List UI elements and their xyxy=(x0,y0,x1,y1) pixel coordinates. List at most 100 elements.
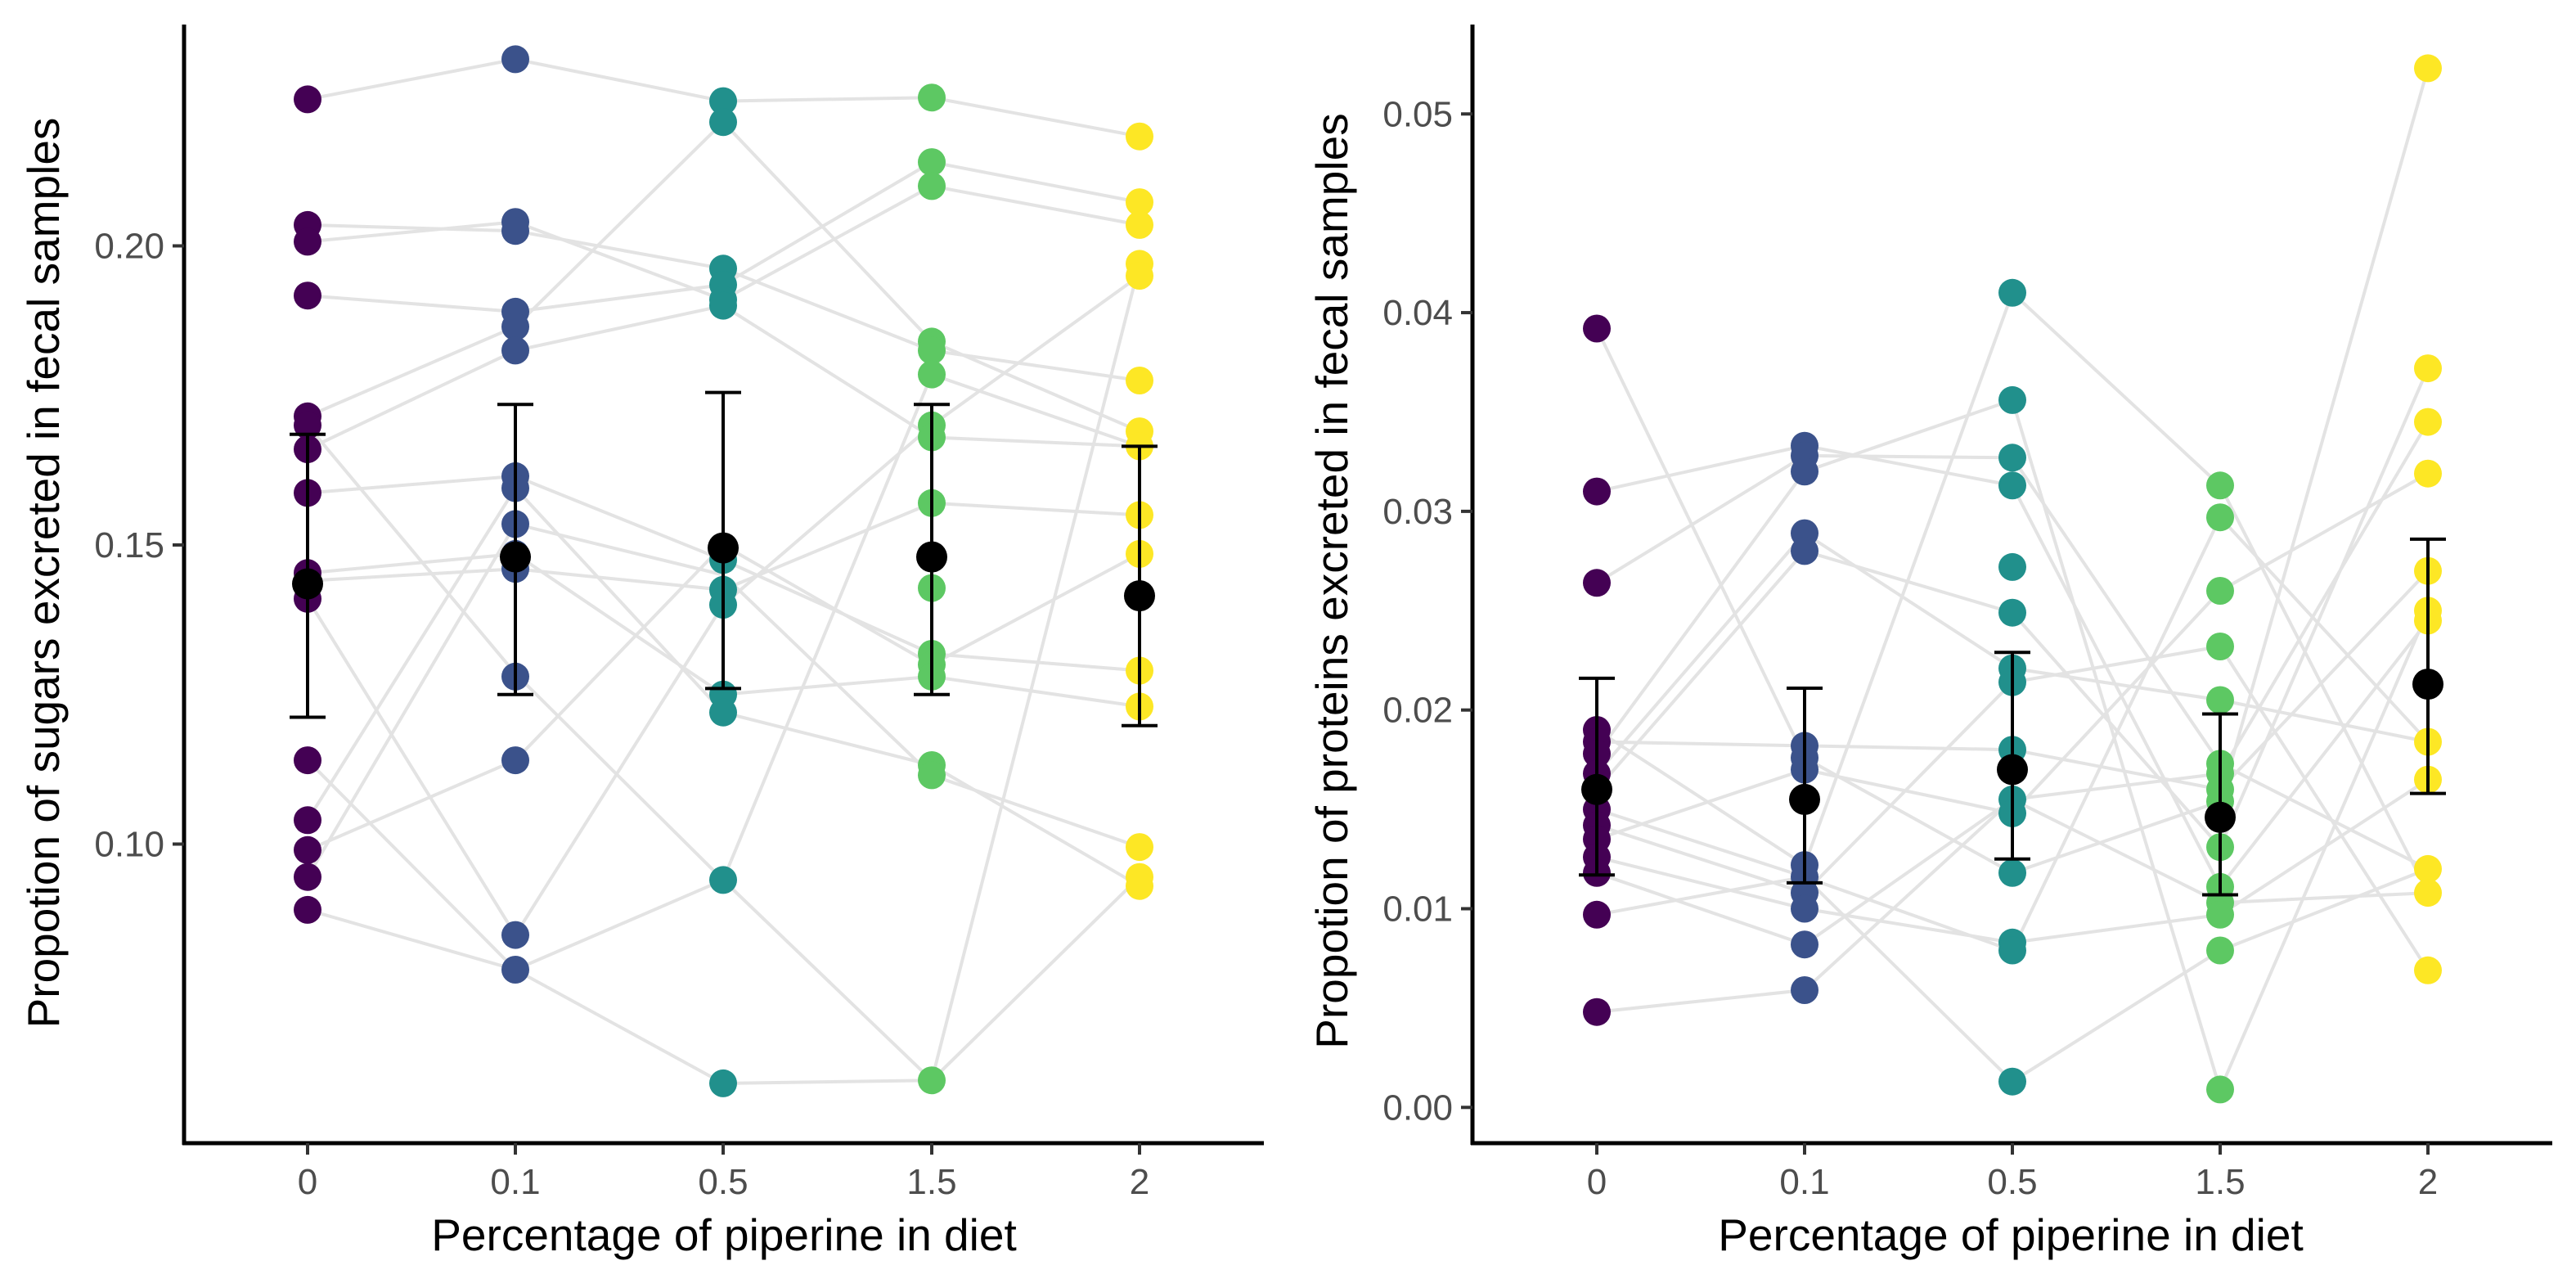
x-tick-label: 0.1 xyxy=(490,1162,540,1202)
mean-point xyxy=(916,541,947,573)
data-point xyxy=(1583,900,1611,929)
x-tick-label: 0.5 xyxy=(1987,1162,2037,1202)
data-point xyxy=(2414,459,2442,488)
x-tick-label: 2 xyxy=(1130,1162,1149,1202)
y-tick-label: 0.20 xyxy=(94,226,164,266)
data-point xyxy=(501,956,529,984)
mean-point xyxy=(1997,754,2028,786)
data-point xyxy=(1583,477,1611,506)
data-point xyxy=(2206,686,2234,714)
data-point xyxy=(1998,1067,2026,1096)
y-tick-label: 0.04 xyxy=(1382,293,1453,333)
mean-point xyxy=(1581,773,1612,805)
x-tick-label: 0.1 xyxy=(1779,1162,1829,1202)
data-point xyxy=(1791,537,1818,565)
data-point xyxy=(1791,457,1818,486)
x-tick-label: 2 xyxy=(2418,1162,2438,1202)
data-point xyxy=(1126,833,1153,862)
data-point xyxy=(294,281,321,310)
data-point xyxy=(294,227,321,256)
data-point xyxy=(2206,900,2234,929)
data-point xyxy=(294,746,321,775)
axes: 0.10 0.15 0.20 0 0.1 0.5 1.5 2 xyxy=(94,25,1264,1202)
y-tick-label: 0.15 xyxy=(94,525,164,565)
data-point xyxy=(1126,122,1153,151)
y-tick-label: 0.02 xyxy=(1382,691,1453,731)
data-point xyxy=(918,761,946,790)
mean-point xyxy=(500,541,531,573)
x-tick-label: 0.5 xyxy=(698,1162,748,1202)
mean-point xyxy=(2205,801,2236,833)
data-point xyxy=(918,336,946,365)
data-point xyxy=(1998,471,2026,500)
data-point xyxy=(709,866,737,894)
data-point xyxy=(2414,879,2442,907)
data-point xyxy=(294,85,321,114)
y-tick-label: 0.00 xyxy=(1382,1088,1453,1128)
data-point xyxy=(501,921,529,949)
data-point xyxy=(709,291,737,320)
data-point xyxy=(294,835,321,864)
x-tick-label: 1.5 xyxy=(906,1162,956,1202)
y-axis-title: Propotion of sugars excreted in fecal sa… xyxy=(18,118,69,1029)
x-tick-label: 0 xyxy=(298,1162,317,1202)
data-point xyxy=(1583,569,1611,597)
data-point xyxy=(918,360,946,389)
data-point xyxy=(1998,444,2026,472)
data-point xyxy=(1998,278,2026,307)
data-point xyxy=(294,862,321,891)
data-point xyxy=(1126,188,1153,217)
data-point xyxy=(1126,367,1153,394)
mean-point xyxy=(708,532,739,564)
data-point xyxy=(2414,354,2442,383)
y-tick-label: 0.10 xyxy=(94,824,164,864)
mean-point xyxy=(1124,580,1155,612)
x-axis-title: Percentage of piperine in diet xyxy=(1718,1209,2303,1260)
data-point xyxy=(501,217,529,245)
data-point xyxy=(1998,552,2026,581)
y-tick-label: 0.03 xyxy=(1382,492,1453,532)
data-point xyxy=(2206,936,2234,965)
data-point xyxy=(2414,408,2442,436)
data-point xyxy=(918,172,946,200)
mean-and-error-bars xyxy=(1579,537,2446,897)
data-point xyxy=(709,698,737,727)
data-point xyxy=(501,746,529,775)
data-points xyxy=(1583,54,2442,1104)
mean-point xyxy=(1789,783,1820,815)
x-tick-label: 1.5 xyxy=(2195,1162,2245,1202)
data-point xyxy=(1998,858,2026,887)
data-point xyxy=(294,895,321,924)
data-point xyxy=(501,336,529,365)
data-point xyxy=(918,83,946,112)
data-point xyxy=(1998,385,2026,414)
data-point xyxy=(2206,471,2234,500)
sugars-chart-panel: 0.10 0.15 0.20 0 0.1 0.5 1.5 2 Percentage of pi… xyxy=(18,25,1264,1260)
data-point xyxy=(294,411,321,439)
data-points xyxy=(294,45,1153,1097)
data-point xyxy=(294,806,321,835)
mean-point xyxy=(292,568,323,600)
data-point xyxy=(1791,976,1818,1004)
data-point xyxy=(2414,854,2442,883)
data-point xyxy=(2206,577,2234,605)
y-tick-label: 0.05 xyxy=(1382,94,1453,134)
data-point xyxy=(1583,998,1611,1026)
data-point xyxy=(1998,936,2026,965)
axes: 0.00 0.01 0.02 0.03 0.04 0.05 0 0.1 0.5 1.5 2 xyxy=(1382,25,2552,1202)
data-point xyxy=(918,148,946,177)
data-point xyxy=(709,108,737,137)
data-point xyxy=(2206,633,2234,660)
data-point xyxy=(1791,894,1818,923)
data-point xyxy=(1583,314,1611,343)
data-point xyxy=(1791,930,1818,959)
data-point xyxy=(918,1066,946,1095)
y-axis-title: Propotion of proteins excreted in fecal … xyxy=(1306,113,1357,1048)
y-tick-label: 0.01 xyxy=(1382,889,1453,929)
data-point xyxy=(709,1069,737,1097)
mean-point xyxy=(2412,669,2443,700)
x-axis-title: Percentage of piperine in diet xyxy=(431,1209,1016,1260)
data-point xyxy=(501,313,529,341)
data-point xyxy=(1126,262,1153,290)
